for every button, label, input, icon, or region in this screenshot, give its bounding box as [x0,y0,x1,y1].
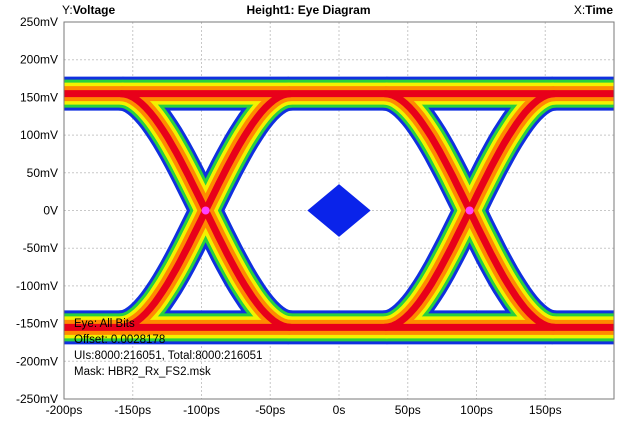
mask-diamond [307,184,371,237]
y-tick-label: -250mV [16,392,58,406]
y-tick-label: -100mV [16,279,58,293]
crossing-point [201,206,210,215]
y-tick-label: 200mV [20,53,58,67]
x-tick-label: -200ps [46,403,83,417]
x-tick-label: 50ps [395,403,421,417]
x-tick-label: 0s [333,403,346,417]
eye-traces [64,76,614,345]
y-axis-header: Y:Voltage [62,3,116,17]
annotation-eye: Eye: All Bits [74,318,135,330]
x-tick-label: 150ps [529,403,562,417]
annotation-offset: Offset: 0.0028178 [74,334,166,346]
axis-ticks: 250mV 200mV 150mV 100mV 50mV 0V -50mV -100mV -15… [16,15,562,417]
chart-title: Height1: Eye Diagram [246,3,371,17]
x-tick-label: -50ps [255,403,285,417]
x-tick-label: 100ps [460,403,493,417]
plot-frame [63,21,615,400]
y-tick-label: 0V [43,204,58,218]
x-tick-label: -150ps [114,403,151,417]
y-tick-label: -200mV [16,354,58,368]
y-tick-label: -150mV [16,317,58,331]
y-tick-label: 100mV [20,128,58,142]
y-tick-label: 150mV [20,90,58,104]
y-tick-label: 250mV [20,15,58,29]
y-tick-label: 50mV [27,166,58,180]
x-axis-header: X:Time [573,3,613,17]
annotation-mask: Mask: HBR2_Rx_FS2.msk [74,366,211,378]
y-tick-label: -50mV [23,241,58,255]
crossing-point [465,206,474,215]
x-tick-label: -100ps [183,403,220,417]
annotation-uis: UIs:8000:216051, Total:8000:216051 [74,350,263,362]
mask [307,184,371,237]
